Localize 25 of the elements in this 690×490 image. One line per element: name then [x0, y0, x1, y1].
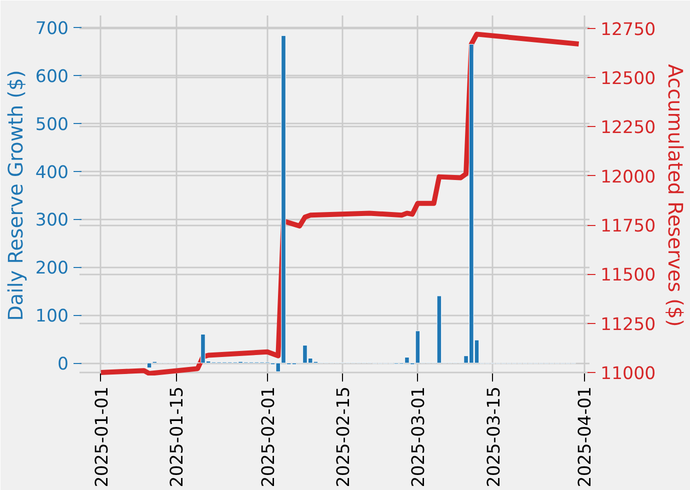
y-tick-label: 500 — [35, 114, 69, 135]
y2-tick-label: 11000 — [600, 364, 656, 384]
x-tick-label: 2025-03-01 — [409, 386, 430, 488]
x-tick-label: 2025-02-01 — [258, 386, 279, 488]
x-tick-label: 2025-01-01 — [92, 386, 112, 488]
y-axis-title: Daily Reserve Growth ($) — [3, 70, 28, 321]
y2-tick-label: 12750 — [600, 20, 656, 40]
y2-tick-label: 12250 — [600, 118, 656, 138]
y-tick-label: 700 — [35, 18, 69, 39]
x-tick-label: 2025-02-15 — [334, 386, 354, 488]
y2-tick-label: 11750 — [600, 216, 656, 237]
y2-axis-title: Accumulated Reserves ($) — [664, 64, 688, 327]
x-tick-label: 2025-01-15 — [168, 386, 188, 488]
y-tick-label: 600 — [35, 66, 69, 87]
x-tick-label: 2025-03-15 — [484, 386, 504, 488]
y-tick-label: 200 — [35, 258, 69, 279]
y-tick-label: 400 — [35, 162, 69, 183]
y2-tick-label: 11500 — [600, 266, 656, 286]
y-tick-label: 0 — [57, 354, 69, 375]
x-tick-label: 2025-04-01 — [576, 386, 596, 488]
y-tick-label: 100 — [35, 306, 69, 327]
y2-tick-label: 12500 — [600, 68, 656, 89]
y-tick-label: 300 — [35, 210, 69, 231]
y2-tick-label: 12000 — [600, 167, 656, 188]
y2-tick-label: 11250 — [600, 314, 656, 335]
